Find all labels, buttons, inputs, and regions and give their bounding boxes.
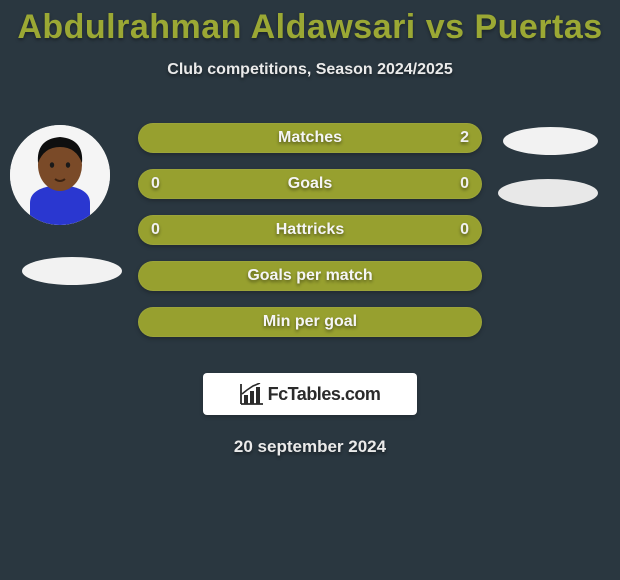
stat-left-value: 0 xyxy=(151,221,160,239)
fctables-logo[interactable]: FcTables.com xyxy=(203,373,417,415)
bar-chart-icon xyxy=(240,383,264,405)
stat-row-matches: Matches 2 xyxy=(138,123,482,153)
stat-right-value: 2 xyxy=(460,129,469,147)
player-pill-right-1 xyxy=(503,127,598,155)
stat-label: Min per goal xyxy=(263,313,357,331)
comparison-area: Matches 2 0 Goals 0 0 Hattricks 0 Goals … xyxy=(0,113,620,373)
player-pill-right-2 xyxy=(498,179,598,207)
stat-label: Matches xyxy=(278,129,342,147)
stat-row-min-per-goal: Min per goal xyxy=(138,307,482,337)
avatar-left-icon xyxy=(10,125,110,225)
stat-row-hattricks: 0 Hattricks 0 xyxy=(138,215,482,245)
stat-right-value: 0 xyxy=(460,175,469,193)
stat-label: Hattricks xyxy=(276,221,344,239)
date-text: 20 september 2024 xyxy=(0,437,620,457)
player-pill-left-1 xyxy=(22,257,122,285)
player-avatar-left xyxy=(10,125,110,225)
stat-right-value: 0 xyxy=(460,221,469,239)
logo-text: FcTables.com xyxy=(268,384,381,405)
stat-label: Goals xyxy=(288,175,332,193)
subtitle: Club competitions, Season 2024/2025 xyxy=(0,61,620,79)
stat-row-goals-per-match: Goals per match xyxy=(138,261,482,291)
stat-rows: Matches 2 0 Goals 0 0 Hattricks 0 Goals … xyxy=(138,123,482,353)
stat-label: Goals per match xyxy=(247,267,372,285)
comparison-widget: Abdulrahman Aldawsari vs Puertas Club co… xyxy=(0,0,620,457)
stat-row-goals: 0 Goals 0 xyxy=(138,169,482,199)
page-title: Abdulrahman Aldawsari vs Puertas xyxy=(0,8,620,47)
stat-left-value: 0 xyxy=(151,175,160,193)
